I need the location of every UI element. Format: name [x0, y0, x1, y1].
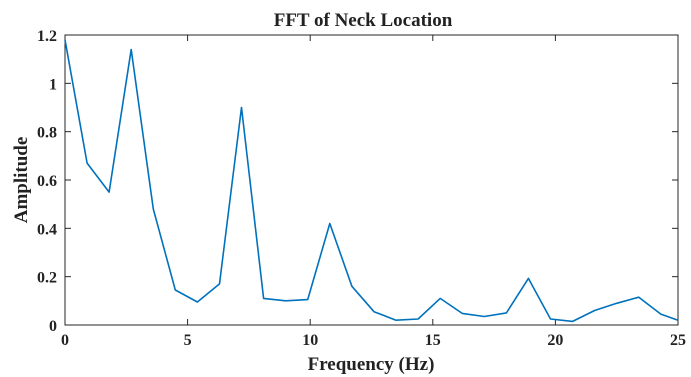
y-tick-label: 0.4 — [37, 221, 57, 238]
y-tick-label: 1.2 — [37, 28, 57, 45]
y-axis-ticks: 0 0.2 0.4 0.6 0.8 1 1.2 — [37, 28, 678, 335]
y-tick-label: 0 — [49, 318, 57, 335]
x-tick-label: 5 — [184, 332, 192, 349]
chart-title: FFT of Neck Location — [274, 10, 453, 31]
plot-area-box — [64, 34, 679, 326]
y-tick-label: 0.2 — [37, 270, 57, 287]
x-tick-label: 15 — [425, 332, 441, 349]
series-line — [64, 39, 679, 323]
x-tick-label: 10 — [302, 332, 318, 349]
x-tick-label: 25 — [670, 332, 686, 349]
plot-frame — [64, 34, 679, 326]
x-tick-label: 0 — [61, 332, 69, 349]
series-layer — [64, 39, 679, 323]
y-tick-label: 1 — [49, 76, 57, 93]
y-tick-label: 0.8 — [37, 125, 57, 142]
x-axis-ticks: 0 5 10 15 20 25 — [61, 35, 686, 349]
y-axis-label: Amplitude — [11, 137, 32, 224]
x-tick-label: 20 — [547, 332, 563, 349]
y-tick-label: 0.6 — [37, 173, 57, 190]
x-axis-label: Frequency (Hz) — [308, 354, 435, 375]
